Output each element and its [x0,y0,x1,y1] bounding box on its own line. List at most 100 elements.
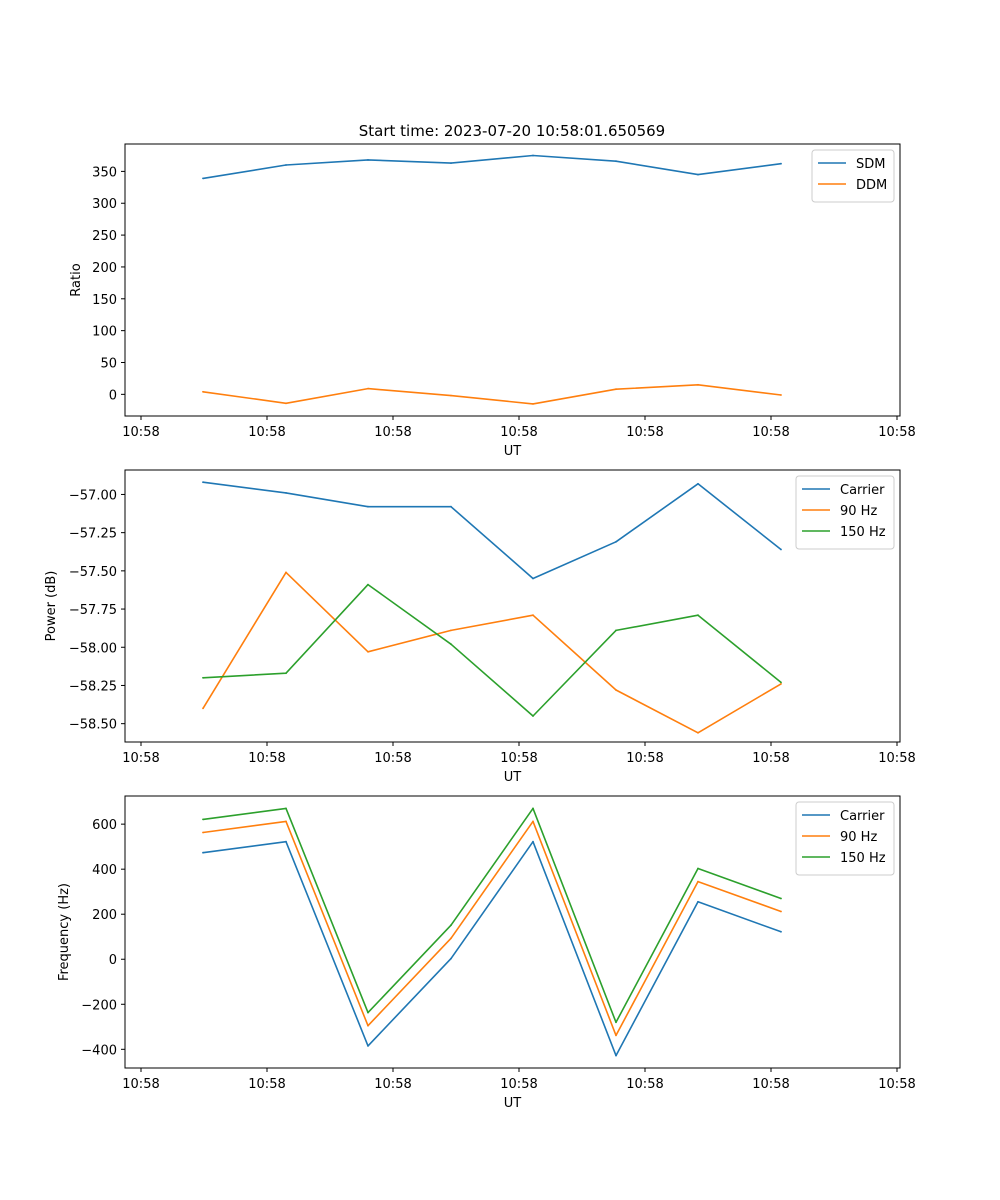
panel-2-y-tick-label: −57.75 [69,603,117,618]
panel-2-series-3-point [532,715,534,717]
panel-2-legend-label-1: Carrier [840,483,885,498]
panel-3-x-axis-label: UT [504,1096,522,1111]
panel-3-series-2-point [202,831,204,834]
panel-3-series-2-line [202,820,782,1037]
panel-3-series-3-point [367,1011,369,1014]
panel-2-series-3-point [285,672,287,675]
panel-2-x-tick-label: 10:58 [878,751,915,766]
panel-2-series-1-point [780,548,782,551]
panel-1-x-tick-label: 10:58 [752,425,789,440]
panel-3-x-tick-label: 10:58 [626,1077,663,1092]
panel-1-series-1-line [202,154,782,180]
panel-3-series-1-point [697,900,699,903]
panel-2-x-tick-label: 10:58 [248,751,285,766]
panel-1-x-tick-label: 10:58 [626,425,663,440]
panel-3-series-1-point [202,851,204,854]
panel-1-series-2-point [202,390,204,393]
panel-1-legend-label-1: SDM [856,157,885,172]
panel-1-series-2-point [367,387,369,390]
panel-1-y-tick-label: 200 [92,261,117,276]
panel-1-series-2-point [780,394,782,396]
panel-2-y-tick-label: −57.50 [69,565,117,580]
panel-3-series-3-point [532,807,534,810]
panel-3-series-2-point [532,820,534,823]
panel-2-series-3-point [780,681,782,684]
panel-2-legend-label-3: 150 Hz [840,525,886,540]
panel-3-x-tick-label: 10:58 [752,1077,789,1092]
panel-2-series-3-point [450,643,452,646]
panel-2-series-3-point [615,629,617,632]
panel-2-series-1-point [450,505,452,508]
panel-3-series-1-point [367,1045,369,1047]
panel-3-x-tick-label: 10:58 [878,1077,915,1092]
panel-2-series-3-line [202,583,782,717]
panel-3-series-2-point [780,910,782,913]
panel-2-series-1-point [697,482,699,485]
panel-2-series-1-point [285,492,287,494]
panel-1-series-2-point [532,403,534,405]
panel-1-x-tick-label: 10:58 [878,425,915,440]
panel-2-y-tick-label: −57.25 [69,527,117,542]
panel-2-series-1-point [367,505,369,508]
panel-3-series-3-line [202,807,782,1024]
panel-3-x-tick-label: 10:58 [248,1077,285,1092]
panel-3-y-tick-label: 400 [92,863,117,878]
panel-3-series-2-point [697,880,699,883]
panel-1-x-axis-label: UT [504,444,522,459]
panel-2-x-tick-label: 10:58 [752,751,789,766]
panel-3-series-1-line [202,840,782,1057]
panel-1-series-1-point [532,154,534,157]
panel-1-legend-label-2: DDM [856,178,887,193]
panel-1-series-2-point [615,388,617,391]
panel-3-legend-label-3: 150 Hz [840,851,886,866]
panel-1-series-1-point [780,162,782,165]
panel-3-series-2-point [615,1034,617,1037]
panel-2-series-2-point [202,707,204,710]
panel-1-x-tick-label: 10:58 [500,425,537,440]
panel-1-series-2-point [450,394,452,397]
panel-3-series-3-point [780,897,782,900]
panel-2-series-1-point [532,577,534,580]
panel-3-series-2-point [367,1024,369,1027]
panel-2-series-2-point [697,731,699,734]
panel-2-series-3-point [202,676,204,679]
panel-2-x-tick-label: 10:58 [500,751,537,766]
panel-2-y-tick-label: −57.00 [69,488,117,503]
panel-1-y-axis-label: Ratio [69,263,84,296]
panel-1-y-tick-label: 50 [100,356,117,371]
panel-3-axes-frame [124,795,901,1069]
panel-2-series-1-point [202,481,204,484]
panel-1-y-tick-label: 300 [92,197,117,212]
panel-1-series-2-point [285,402,287,405]
panel-1-series-1-point [202,177,204,180]
panel-3-series-1-point [532,840,534,843]
panel-1-axes-frame [124,143,901,417]
panel-3-x-tick-label: 10:58 [500,1077,537,1092]
panel-3-legend-label-2: 90 Hz [840,830,877,845]
panel-3-series-1-point [285,840,287,843]
figure-title: Start time: 2023-07-20 10:58:01.650569 [359,122,665,140]
panel-1-x-tick-label: 10:58 [248,425,285,440]
panel-1-y-tick-label: 100 [92,325,117,340]
panel-2-series-2-point [450,629,452,632]
panel-3-y-axis-label: Frequency (Hz) [57,883,72,981]
panel-1-series-1-point [367,159,369,161]
panel-3-y-tick-label: 200 [92,908,117,923]
panel-3-y-tick-label: 600 [92,818,117,833]
panel-3-x-tick-label: 10:58 [374,1077,411,1092]
panel-3-legend-label-1: Carrier [840,809,885,824]
panel-1-y-tick-label: 0 [109,388,117,403]
panel-3-y-tick-label: −400 [81,1043,117,1058]
panel-3-y-tick-label: −200 [81,998,117,1013]
panel-1-series-1-point [697,173,699,176]
panel-1-y-tick-label: 350 [92,165,117,180]
panel-1-x-tick-label: 10:58 [374,425,411,440]
panel-3-series-3-point [450,924,452,927]
panel-2-series-1-point [615,540,617,543]
panel-2-series-2-line [202,571,782,734]
panel-2-legend-label-2: 90 Hz [840,504,877,519]
panel-3-series-3-point [285,807,287,810]
panel-1-series-1-point [450,162,452,165]
panel-2-series-3-point [697,614,699,617]
panel-1-y-tick-label: 150 [92,293,117,308]
